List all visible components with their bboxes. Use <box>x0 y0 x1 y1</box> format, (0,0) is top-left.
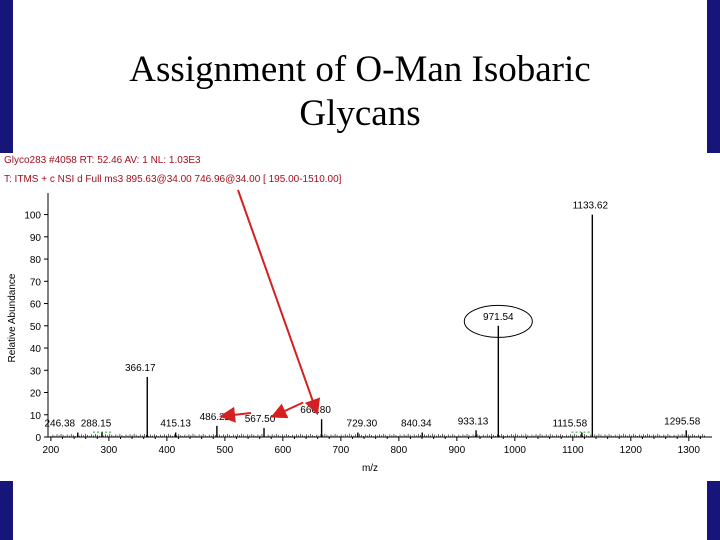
y-tick-label: 100 <box>24 211 41 222</box>
glycan-brace <box>388 258 498 273</box>
peak-label: 486.22 <box>200 412 231 423</box>
peak-label: 933.13 <box>458 416 489 427</box>
y-tick-label: 70 <box>30 277 42 288</box>
peak-label: 1295.58 <box>664 416 701 427</box>
y-tick-label: 40 <box>30 344 42 355</box>
peptide-label: (R)LETASPPTR(I) <box>379 285 476 299</box>
peak-label: 840.34 <box>401 419 432 430</box>
slide-title: Assignment of O-Man Isobaric Glycans <box>60 48 660 136</box>
x-tick-label: 500 <box>217 445 234 456</box>
mh-pointer <box>415 326 487 355</box>
y-tick-label: 50 <box>30 322 42 333</box>
annotation-group: SA Gal GalNAc Man -Gal (R)LETASPPTR(I) [M+H]⁺ [… <box>99 189 533 423</box>
x-tick-label: 1000 <box>504 445 527 456</box>
x-tick-label: 200 <box>43 445 60 456</box>
slide-title-line1: Assignment of O-Man Isobaric <box>129 49 591 90</box>
chart-axes: 0 10 20 30 40 50 60 70 80 90 100 200 300 400 500 600 700… <box>7 193 712 474</box>
spectrum-header-filter: T: ITMS + c NSI d Full ms3 895.63@34.00 … <box>4 174 342 185</box>
galnac-loss-label: -GalNAc <box>238 388 276 399</box>
y-tick-label: 20 <box>30 389 42 400</box>
arrow-to-666 <box>237 189 321 416</box>
mh-label: [M+H]⁺ <box>432 352 464 363</box>
slide-bottom-band <box>13 481 707 540</box>
m2h-label: [M+2H]²⁺ <box>207 377 248 388</box>
peak-label: 415.13 <box>160 419 191 430</box>
y-tick-label: 60 <box>30 300 42 311</box>
x-tick-label: 1200 <box>620 445 643 456</box>
peak-label: 729.30 <box>347 419 378 430</box>
arrow-to-567 <box>270 401 304 419</box>
x-tick-label: 900 <box>448 445 465 456</box>
slide-title-line2: Glycans <box>299 93 421 134</box>
x-tick-label: 1100 <box>562 445 584 456</box>
y-tick-label: 80 <box>30 255 42 266</box>
parent-ion-circle <box>463 304 533 338</box>
peaks-group: 246.38288.15366.17415.13486.22567.50666.… <box>44 201 705 437</box>
peak-label: 288.15 <box>81 419 112 430</box>
man-loss-label: -Man <box>200 406 223 417</box>
y-axis-label: Relative Abundance <box>7 273 18 362</box>
y-tick-label: 90 <box>30 233 42 244</box>
arrow-to-486 <box>219 406 252 423</box>
x-tick-label: 1300 <box>678 445 701 456</box>
glycan-stack-0: SA <box>447 205 461 216</box>
x-tick-label: 300 <box>101 445 118 456</box>
x-axis-label: m/z <box>362 463 378 474</box>
peak-label: 246.38 <box>44 419 75 430</box>
peak-label: 971.54 <box>483 312 514 323</box>
y-tick-label: 30 <box>30 366 42 377</box>
peak-label: 1115.58 <box>553 419 588 430</box>
y-tick-label: 0 <box>35 433 41 444</box>
x-tick-label: 600 <box>275 445 292 456</box>
gal-loss-label: -Gal <box>99 273 118 284</box>
spectrum-header-scan: Glyco283 #4058 RT: 52.46 AV: 1 NL: 1.03E… <box>4 155 201 166</box>
peak-label: 567.50 <box>245 414 276 425</box>
x-tick-label: 800 <box>391 445 408 456</box>
glycan-stack-1: Gal <box>446 220 462 231</box>
x-tick-label: 700 <box>333 445 350 456</box>
peak-label: 1133.62 <box>573 201 609 212</box>
x-tick-label: 400 <box>159 445 176 456</box>
peak-label: 366.17 <box>125 363 156 374</box>
glycan-stack-3: Man <box>444 250 463 261</box>
y-tick-label: 10 <box>30 411 42 422</box>
mass-spectrum-chart: 0 10 20 30 40 50 60 70 80 90 100 200 300 400 500 600 700… <box>7 189 712 474</box>
spectrum-panel: Glyco283 #4058 RT: 52.46 AV: 1 NL: 1.03E… <box>0 153 720 481</box>
glycan-stack-2: GalNAc <box>437 235 471 246</box>
